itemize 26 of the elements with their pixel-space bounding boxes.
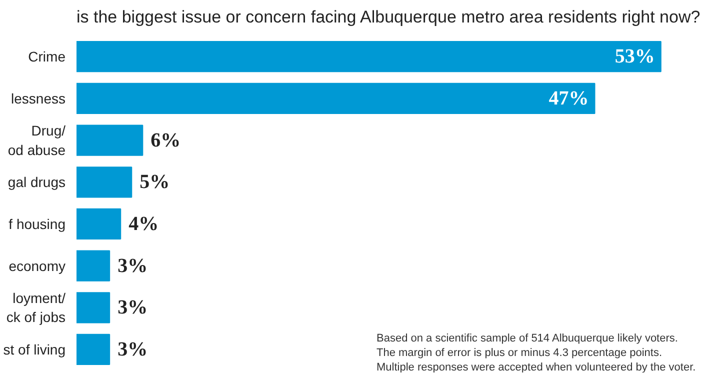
y-tick-label: economy <box>8 258 66 274</box>
bar <box>76 250 110 282</box>
y-tick-label: lessness <box>11 90 66 106</box>
y-tick-label: st of living <box>3 341 66 358</box>
data-label: 53% <box>614 46 655 68</box>
y-tick-label: Crime <box>28 48 66 65</box>
data-label: 47% <box>548 87 589 110</box>
data-label: 4% <box>128 212 159 235</box>
bar <box>76 208 122 240</box>
data-label: 6% <box>150 129 181 152</box>
chart-title: is the biggest issue or concern facing Albuquerque metro area residents right now? <box>76 8 700 26</box>
data-label: 3% <box>118 338 148 360</box>
data-label: 5% <box>140 171 170 194</box>
bar <box>76 166 132 198</box>
bar <box>76 124 144 156</box>
bar <box>76 82 596 114</box>
y-tick-label: gal drugs <box>8 174 66 190</box>
bar <box>76 334 110 366</box>
bar <box>76 41 662 72</box>
y-tick-label: loyment/ ck of jobs <box>6 290 66 326</box>
y-tick-label: f housing <box>8 216 66 232</box>
y-tick-label: Drug/ od abuse <box>8 122 66 158</box>
bar <box>76 292 110 324</box>
data-label: 3% <box>118 296 148 319</box>
data-label: 3% <box>118 254 148 277</box>
annotation: Based on a scientific sample of 514 Albuquerque likely voters. The margin of error is plus or minus 4.3 percentage points. Multiple responses were accepted when volunteered by the voter. <box>376 332 696 374</box>
